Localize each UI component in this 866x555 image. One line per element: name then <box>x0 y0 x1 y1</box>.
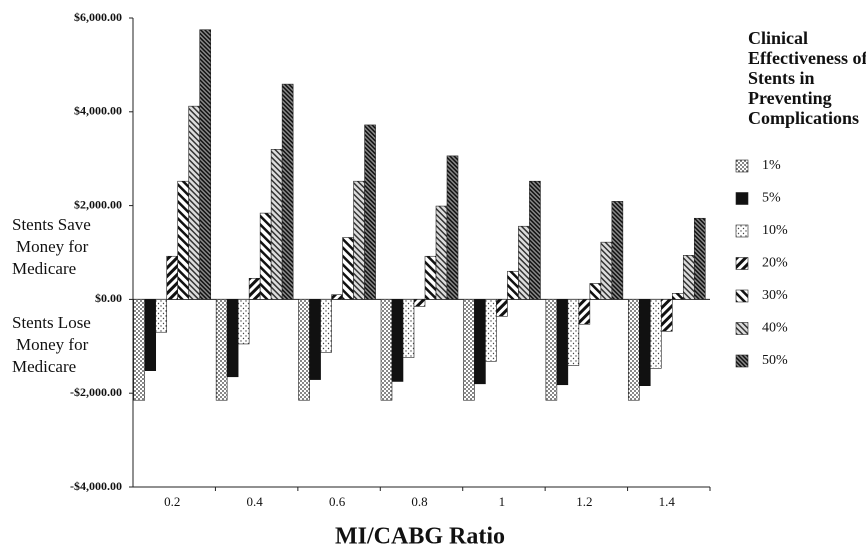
bar <box>682 255 695 300</box>
bar <box>638 299 651 386</box>
bar <box>166 255 179 300</box>
bar <box>693 217 706 300</box>
bar <box>248 277 261 300</box>
bar <box>199 29 212 300</box>
x-tick-label: 1 <box>499 494 506 509</box>
bar <box>485 299 497 362</box>
bar <box>671 293 684 300</box>
bar <box>364 124 376 300</box>
bar <box>424 255 437 300</box>
legend-swatch <box>735 322 749 335</box>
annotation: Stents Save <box>12 215 91 234</box>
bar <box>567 299 580 366</box>
annotation: Money for <box>16 237 89 256</box>
bar <box>391 299 404 382</box>
bar <box>237 299 250 345</box>
legend-label: 5% <box>762 191 781 206</box>
legend-title: Clinical <box>748 28 808 48</box>
bar <box>402 299 415 358</box>
annotation: Stents Lose <box>12 313 91 332</box>
y-tick-label: -$4,000.00 <box>70 479 122 493</box>
legend-label: 1% <box>762 158 781 173</box>
bar <box>627 299 640 401</box>
bar <box>144 299 157 371</box>
bar <box>518 225 530 300</box>
bar <box>660 299 673 332</box>
bar <box>331 294 343 300</box>
bar <box>463 299 475 401</box>
legend-title: Stents in <box>748 68 815 88</box>
legend-title: Preventing <box>748 88 832 108</box>
bar <box>155 299 168 333</box>
y-tick-label: -$2,000.00 <box>70 385 122 399</box>
legend-swatch <box>735 354 749 368</box>
bar <box>649 299 662 369</box>
x-tick-label: 0.4 <box>247 494 264 509</box>
legend-title: Complications <box>748 108 859 128</box>
bar <box>342 237 354 300</box>
annotation: Money for <box>16 335 89 354</box>
bar <box>529 180 541 300</box>
bar <box>589 283 602 300</box>
bar <box>188 105 201 300</box>
bar <box>298 299 310 401</box>
legend-swatch <box>735 224 749 238</box>
bar <box>215 299 228 401</box>
legend-title: Effectiveness of <box>748 48 866 68</box>
x-tick-label: 0.8 <box>411 494 427 509</box>
bar <box>474 299 486 385</box>
y-tick-label: $0.00 <box>95 291 122 305</box>
legend-label: 10% <box>762 223 788 238</box>
bar <box>507 270 519 300</box>
x-tick-label: 0.6 <box>329 494 346 509</box>
bar <box>556 299 569 386</box>
bar <box>320 299 332 353</box>
bar <box>309 299 321 380</box>
bar <box>600 241 613 300</box>
bar <box>611 201 624 300</box>
legend-swatch <box>735 192 749 205</box>
bar <box>270 149 283 300</box>
y-tick-label: $6,000.00 <box>74 10 122 24</box>
bar <box>578 299 591 325</box>
x-tick-label: 0.2 <box>164 494 180 509</box>
bar <box>177 180 190 300</box>
bar <box>226 299 239 378</box>
bar <box>545 299 558 401</box>
bar <box>435 205 448 300</box>
legend-label: 30% <box>762 288 788 303</box>
legend-label: 40% <box>762 321 788 336</box>
bar <box>496 299 508 317</box>
x-tick-label: 1.2 <box>576 494 592 509</box>
bar <box>353 180 365 300</box>
y-tick-label: $4,000.00 <box>74 104 122 118</box>
x-tick-label: 1.4 <box>659 494 676 509</box>
x-axis-label: MI/CABG Ratio <box>335 524 505 550</box>
legend-label: 20% <box>762 256 788 271</box>
annotation: Medicare <box>12 259 76 278</box>
bar <box>281 83 294 300</box>
legend-label: 50% <box>762 353 788 368</box>
legend-swatch <box>735 159 749 173</box>
annotation: Medicare <box>12 357 76 376</box>
bar <box>413 299 426 307</box>
legend-swatch <box>735 257 749 270</box>
bar <box>446 155 459 300</box>
bar <box>259 212 272 300</box>
y-tick-label: $2,000.00 <box>74 197 122 211</box>
bar <box>380 299 393 401</box>
legend-swatch <box>735 289 749 303</box>
bar <box>133 299 146 401</box>
